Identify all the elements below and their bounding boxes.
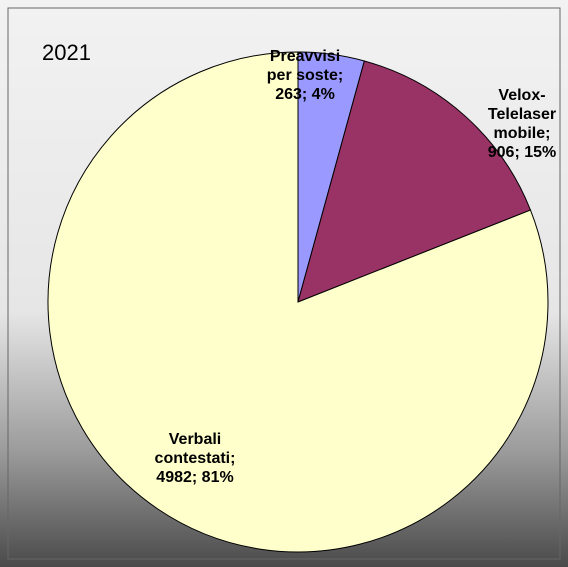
data-label: Velox-Telelaser mobile; 906; 15% [487,87,557,161]
pie-slice [297,60,532,303]
data-label: Verbali contestati; 4982; 81% [154,431,236,486]
chart-title: 2021 [42,40,91,65]
data-label: Preavvisi per soste; 263; 4% [266,48,344,103]
pie-slice [47,51,549,553]
frame [7,7,561,560]
